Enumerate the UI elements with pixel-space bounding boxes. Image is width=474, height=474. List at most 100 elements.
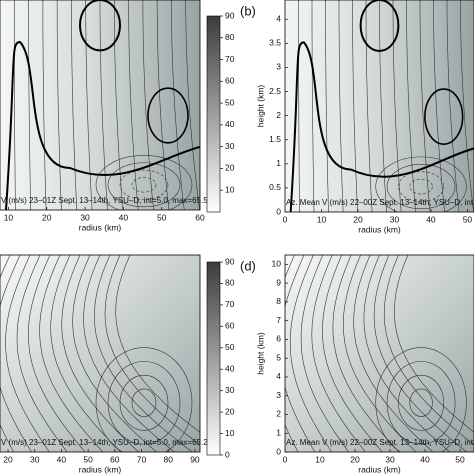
panel-label: (b) bbox=[240, 3, 256, 18]
bold-contour bbox=[147, 87, 189, 144]
bold-contour bbox=[5, 40, 200, 210]
colorbar bbox=[206, 15, 221, 213]
bold-contour bbox=[424, 88, 464, 145]
contour-line bbox=[409, 388, 433, 417]
contour-line bbox=[93, 255, 193, 452]
contour-line bbox=[398, 171, 445, 202]
contour-line bbox=[446, 0, 460, 212]
x-tick-label: 20 bbox=[3, 454, 13, 464]
colorbar-tick-label: 40 bbox=[225, 119, 235, 129]
plot-frame bbox=[0, 254, 201, 453]
contour-line bbox=[342, 255, 417, 452]
plot-area bbox=[0, 0, 200, 210]
contour-line bbox=[325, 0, 329, 212]
x-tick-label: 0 bbox=[283, 214, 288, 224]
x-tick-label: 40 bbox=[119, 212, 129, 222]
y-axis-label: height (km) bbox=[255, 85, 265, 128]
field bbox=[0, 255, 200, 452]
colorbar-tick-label: 0 bbox=[225, 449, 230, 459]
contour-line bbox=[311, 255, 366, 452]
colorbar bbox=[206, 261, 221, 456]
contour-line bbox=[131, 177, 157, 193]
bold-contour bbox=[359, 0, 400, 52]
x-tick-label: 20 bbox=[42, 212, 52, 222]
x-tick-label: 20 bbox=[350, 454, 360, 464]
y-tick-label: 3.5 bbox=[269, 38, 281, 48]
contour-line bbox=[460, 0, 474, 212]
x-tick-label: 10 bbox=[317, 214, 327, 224]
contour-line bbox=[50, 255, 122, 452]
contour-line bbox=[5, 255, 50, 452]
contour-line bbox=[185, 0, 200, 210]
plot-area bbox=[285, 255, 474, 452]
contour-line bbox=[142, 0, 154, 210]
y-tick-label: 7 bbox=[276, 315, 281, 325]
y-tick-label: 9 bbox=[276, 277, 281, 287]
x-tick-label: 60 bbox=[110, 454, 120, 464]
y-tick-label: 3 bbox=[276, 62, 281, 72]
y-axis-label: height (km) bbox=[255, 332, 265, 375]
y-tick-label: 2 bbox=[276, 110, 281, 120]
contour-line bbox=[386, 361, 456, 445]
contour-line bbox=[338, 0, 344, 212]
colorbar-tick-label: 80 bbox=[225, 32, 235, 42]
x-tick-label: 30 bbox=[80, 212, 90, 222]
contour-line bbox=[119, 169, 169, 200]
panel-title: Az. Mean V (m/s) 22–00Z Sept. 13–14th, Y… bbox=[286, 438, 474, 447]
x-tick-label: 10 bbox=[315, 454, 325, 464]
contour-line bbox=[28, 0, 31, 210]
colorbar-tick-label: 30 bbox=[225, 385, 235, 395]
colorbar-tick-label: 70 bbox=[225, 54, 235, 64]
contour-line bbox=[95, 155, 193, 210]
x-tick-label: 50 bbox=[157, 212, 167, 222]
contour-line bbox=[383, 255, 474, 446]
y-tick-label: 8 bbox=[276, 296, 281, 306]
colorbar-tick-label: 20 bbox=[225, 406, 235, 416]
y-tick-label: 4 bbox=[276, 14, 281, 24]
colorbar-tick-label: 10 bbox=[225, 184, 235, 194]
x-tick-label: 50 bbox=[455, 454, 465, 464]
contour-line bbox=[71, 0, 78, 210]
contour-line bbox=[72, 255, 157, 452]
contour-line bbox=[61, 255, 139, 452]
y-tick-label: 4 bbox=[276, 371, 281, 381]
contour-line bbox=[56, 0, 62, 210]
x-tick-label: 10 bbox=[4, 212, 14, 222]
plot-area bbox=[0, 255, 200, 452]
contour-line bbox=[289, 255, 332, 452]
y-tick-label: 5 bbox=[276, 352, 281, 362]
contour-line bbox=[0, 255, 32, 452]
colorbar-tick-label: 60 bbox=[225, 321, 235, 331]
contour-line bbox=[114, 0, 124, 210]
x-tick-label: 90 bbox=[190, 454, 200, 464]
contour-line bbox=[363, 255, 450, 452]
contour-line bbox=[409, 178, 433, 195]
bold-contour bbox=[79, 0, 121, 52]
contour-line bbox=[83, 255, 175, 452]
y-tick-label: 0 bbox=[276, 206, 281, 216]
x-tick-label: 20 bbox=[353, 214, 363, 224]
colorbar-tick-label: 40 bbox=[225, 363, 235, 373]
x-tick-label: 50 bbox=[463, 214, 473, 224]
x-tick-label: 60 bbox=[195, 212, 205, 222]
colorbar-tick-label: 50 bbox=[225, 342, 235, 352]
x-tick-label: 30 bbox=[385, 454, 395, 464]
contour-line bbox=[104, 255, 200, 446]
contour-line bbox=[107, 162, 181, 208]
x-axis-label: radius (km) bbox=[358, 464, 401, 474]
contour-line bbox=[298, 0, 300, 212]
plot-frame bbox=[0, 0, 201, 211]
contour-line bbox=[375, 347, 467, 452]
plot-frame bbox=[284, 0, 474, 213]
y-tick-label: 1.5 bbox=[269, 134, 281, 144]
contour-line bbox=[131, 388, 157, 417]
contour-line bbox=[14, 0, 16, 210]
contour-line bbox=[393, 255, 474, 433]
x-axis-label: radius (km) bbox=[79, 222, 122, 232]
x-axis-label: radius (km) bbox=[358, 224, 401, 234]
x-tick-label: 40 bbox=[420, 454, 430, 464]
contour-line bbox=[365, 0, 373, 212]
contour-line bbox=[27, 255, 86, 452]
y-tick-label: 1 bbox=[276, 427, 281, 437]
